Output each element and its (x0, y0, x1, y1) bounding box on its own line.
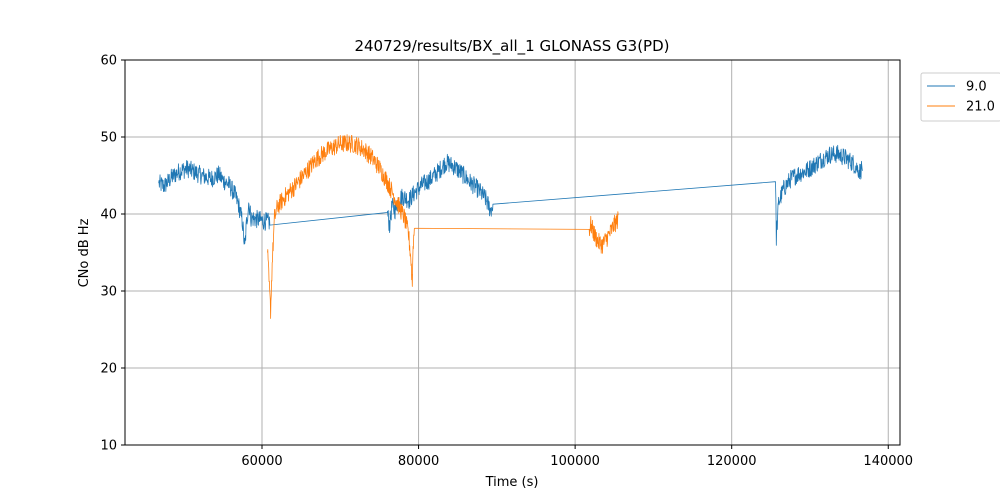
x-tick-label: 140000 (863, 454, 913, 469)
y-tick-label: 40 (100, 208, 117, 223)
y-tick-label: 30 (100, 285, 117, 300)
x-tick-label: 60000 (241, 454, 282, 469)
y-axis-label: CNo dB Hz (77, 218, 92, 287)
legend-label: 21.0 (966, 100, 995, 115)
axis-ticks: 60000 80000 100000 120000 140000 10 20 30 40 50 60 (100, 54, 913, 470)
y-tick-label: 60 (100, 54, 117, 69)
x-tick-label: 100000 (550, 454, 600, 469)
plot-series (158, 134, 863, 319)
x-axis-label: Time (s) (485, 475, 539, 490)
legend-box (920, 72, 1000, 122)
series-line (158, 144, 863, 246)
y-tick-label: 50 (100, 131, 117, 146)
legend-label: 9.0 (966, 80, 987, 95)
grid (125, 59, 900, 446)
chart-title: 240729/results/BX_all_1 GLONASS G3(PD) (354, 37, 669, 56)
x-tick-label: 120000 (707, 454, 757, 469)
plot-frame (124, 59, 901, 446)
y-tick-label: 10 (100, 439, 117, 454)
y-tick-label: 20 (100, 362, 117, 377)
series-line (267, 134, 619, 319)
series-2 (267, 134, 619, 319)
legend: 9.0 21.0 (920, 72, 1000, 122)
x-tick-label: 80000 (398, 454, 439, 469)
series-1 (158, 144, 863, 246)
